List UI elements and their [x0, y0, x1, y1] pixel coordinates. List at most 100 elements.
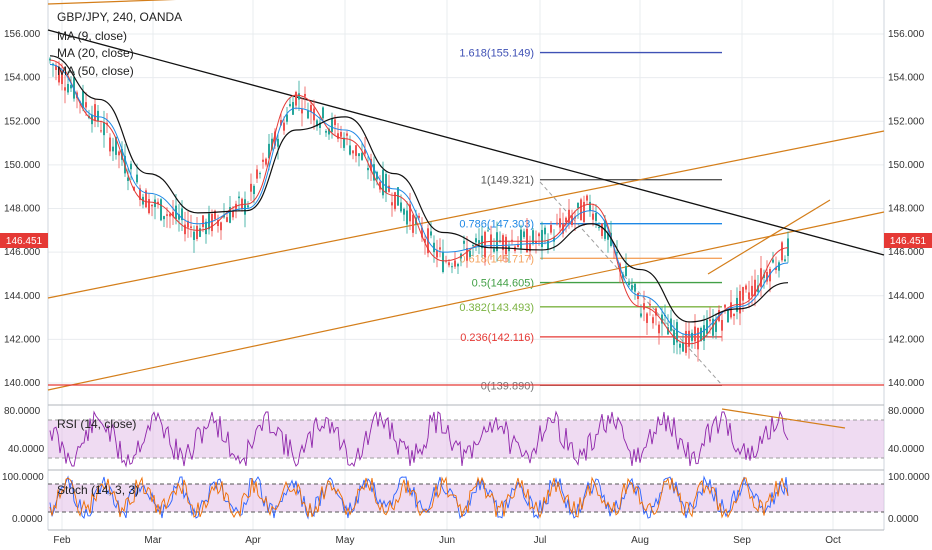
candle-body: [160, 199, 162, 221]
y-axis-right: 156.000 154.000 152.000 150.000 148.000 146.0…: [888, 29, 925, 389]
candle-body: [301, 109, 303, 114]
channel-upper-line[interactable]: [47, 130, 885, 299]
rsi-tick-right-40: 40.0000: [888, 444, 925, 455]
x-tick-label: May: [336, 535, 355, 546]
candle-body: [697, 327, 699, 350]
candle-body: [298, 93, 300, 100]
candle-body: [112, 146, 114, 152]
candle-body: [580, 199, 582, 221]
candle-body: [652, 317, 654, 324]
candle-body: [421, 227, 423, 238]
candle-body: [547, 240, 549, 250]
price-badge-left-text: 146.451: [6, 236, 43, 247]
candle-body: [742, 287, 744, 301]
candle-body: [550, 224, 552, 233]
candle-body: [100, 130, 102, 132]
candle-body: [358, 153, 360, 157]
candle-body: [442, 252, 444, 273]
candle-body: [205, 221, 207, 235]
candle-body: [532, 230, 534, 244]
candle-body: [166, 214, 168, 216]
candle-body: [781, 242, 783, 261]
candle-body: [325, 130, 327, 133]
candle-body: [352, 150, 354, 154]
candle-body: [223, 214, 225, 218]
candle-body: [202, 215, 204, 228]
y-tick-left: 154.000: [4, 73, 41, 84]
candle-body: [367, 167, 369, 171]
candle-body: [541, 229, 543, 248]
candle-body: [733, 313, 735, 317]
price-badge-right: [884, 233, 932, 248]
candle-body: [475, 238, 477, 243]
candle-body: [253, 185, 255, 195]
candle-body: [373, 164, 375, 181]
candle-body: [739, 290, 741, 314]
candle-body: [61, 70, 63, 85]
candle-body: [64, 87, 66, 91]
candle-body: [658, 324, 660, 334]
stoch-tick-right-0: 0.0000: [888, 514, 919, 525]
candle-body: [487, 230, 489, 232]
candle-body: [556, 222, 558, 224]
candle-body: [589, 201, 591, 211]
candle-body: [661, 314, 663, 324]
candle-body: [643, 303, 645, 310]
candle-body: [769, 268, 771, 282]
candle-body: [388, 185, 390, 192]
candle-body: [472, 245, 474, 247]
candle-body: [364, 149, 366, 154]
candle-body: [481, 235, 483, 249]
x-tick-label: Mar: [144, 535, 162, 546]
channel-top-line[interactable]: [47, 0, 215, 5]
y-tick-right: 142.000: [888, 334, 925, 345]
candle-body: [127, 177, 129, 181]
candle-body: [688, 330, 690, 347]
candle-body: [766, 271, 768, 282]
candle-body: [151, 204, 153, 207]
fib-trend-line: [539, 181, 723, 386]
fib-level-label: 1.618(155.149): [459, 48, 534, 60]
candle-body: [67, 83, 69, 93]
candle-body: [511, 239, 513, 241]
candle-body: [268, 143, 270, 159]
channel-short-line[interactable]: [707, 199, 831, 275]
candle-body: [667, 327, 669, 335]
candle-body: [55, 65, 57, 70]
candle-body: [310, 104, 312, 112]
ma20-label: MA (20, close): [57, 46, 134, 60]
candle-body: [424, 239, 426, 243]
ma-line-1: [49, 64, 789, 336]
candle-body: [565, 217, 567, 223]
y-axis-left: 156.000 154.000 152.000 150.000 148.000 146.0…: [4, 29, 41, 389]
candle-body: [214, 210, 216, 220]
candle-body: [217, 219, 219, 226]
candle-body: [271, 138, 273, 150]
candle-body: [694, 326, 696, 342]
candle-body: [526, 228, 528, 253]
candle-body: [136, 174, 138, 183]
ma-line-0: [49, 59, 789, 345]
candle-body: [259, 173, 261, 175]
main-trendline[interactable]: [47, 29, 885, 256]
x-tick-label: Aug: [631, 535, 649, 546]
candle-body: [634, 283, 636, 292]
candle-body: [478, 240, 480, 245]
candle-body: [85, 102, 87, 108]
stoch-label: Stoch (14, 3, 3): [57, 483, 139, 497]
candle-body: [520, 229, 522, 249]
candle-body: [289, 104, 291, 107]
candle-body: [538, 233, 540, 237]
candle-body: [295, 91, 297, 106]
y-tick-right: 148.000: [888, 204, 925, 215]
candle-body: [199, 228, 201, 237]
candle-body: [319, 122, 321, 128]
candle-body: [331, 118, 333, 132]
candle-body: [535, 240, 537, 244]
candle-body: [280, 120, 282, 126]
rsi-tick-right-80: 80.0000: [888, 406, 925, 417]
candle-body: [529, 243, 531, 252]
candle-body: [682, 342, 684, 352]
channel-lower-line[interactable]: [47, 211, 885, 391]
